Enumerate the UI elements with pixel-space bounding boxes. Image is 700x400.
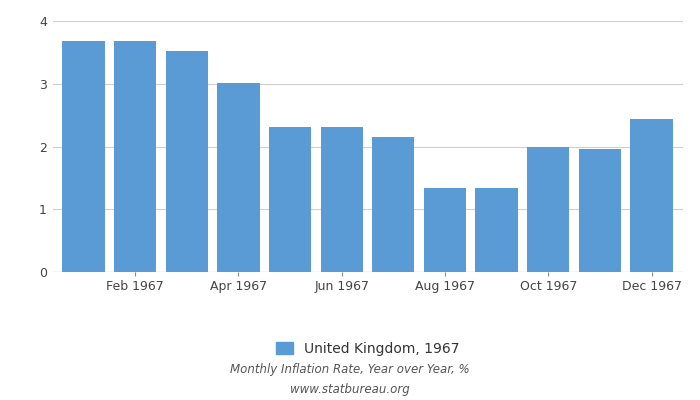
Bar bbox=[372, 137, 414, 272]
Bar bbox=[321, 127, 363, 272]
Bar bbox=[527, 147, 569, 272]
Bar bbox=[62, 42, 105, 272]
Bar bbox=[217, 84, 260, 272]
Bar bbox=[166, 52, 208, 272]
Text: www.statbureau.org: www.statbureau.org bbox=[290, 384, 410, 396]
Bar bbox=[114, 42, 156, 272]
Bar bbox=[475, 188, 518, 272]
Legend: United Kingdom, 1967: United Kingdom, 1967 bbox=[270, 336, 465, 361]
Bar bbox=[269, 127, 312, 272]
Bar bbox=[579, 148, 621, 272]
Text: Monthly Inflation Rate, Year over Year, %: Monthly Inflation Rate, Year over Year, … bbox=[230, 364, 470, 376]
Bar bbox=[424, 188, 466, 272]
Bar bbox=[630, 119, 673, 272]
